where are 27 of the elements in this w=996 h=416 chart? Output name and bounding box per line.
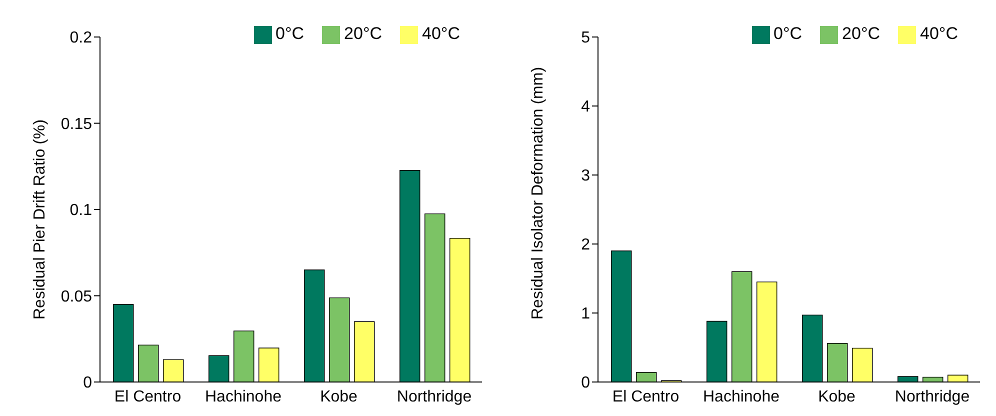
x-tick-label: Northridge (894, 388, 970, 406)
legend-label: 40°C (422, 24, 460, 43)
legend-label: 40°C (920, 24, 958, 43)
y-tick-label: 0 (83, 374, 92, 392)
legend-label: 0°C (774, 24, 802, 43)
y-tick-label: 0.15 (60, 116, 92, 133)
x-tick-label: Hachinohe (703, 388, 780, 406)
legend-label: 20°C (344, 24, 382, 43)
legend-label: 0°C (276, 24, 304, 43)
x-tick-label: El Centro (612, 388, 680, 406)
y-tick-label: 4 (581, 98, 590, 116)
y-axis-title: Residual Isolator Deformation (mm) (530, 66, 547, 320)
y-tick-label: 0.1 (70, 202, 92, 220)
x-tick-label: Hachinohe (205, 388, 282, 406)
y-tick-label: 3 (581, 168, 590, 185)
y-tick-label: 0.2 (70, 30, 92, 47)
y-tick-label: 0 (581, 374, 590, 392)
y-axis-title: Residual Pier Drift Ratio (%) (32, 119, 49, 320)
x-tick-label: El Centro (114, 388, 182, 406)
y-tick-label: 1 (581, 306, 590, 323)
x-tick-label: Northridge (396, 388, 472, 406)
y-tick-label: 5 (581, 30, 590, 47)
x-tick-label: Kobe (818, 388, 856, 406)
y-tick-label: 2 (581, 236, 590, 254)
x-tick-label: Kobe (320, 388, 358, 406)
y-tick-label: 0.05 (60, 288, 92, 306)
legend-label: 20°C (842, 24, 880, 43)
